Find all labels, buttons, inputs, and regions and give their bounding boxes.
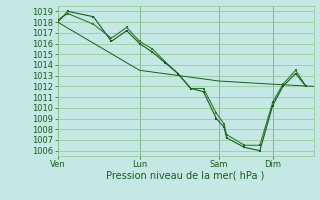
X-axis label: Pression niveau de la mer( hPa ): Pression niveau de la mer( hPa )	[107, 171, 265, 181]
